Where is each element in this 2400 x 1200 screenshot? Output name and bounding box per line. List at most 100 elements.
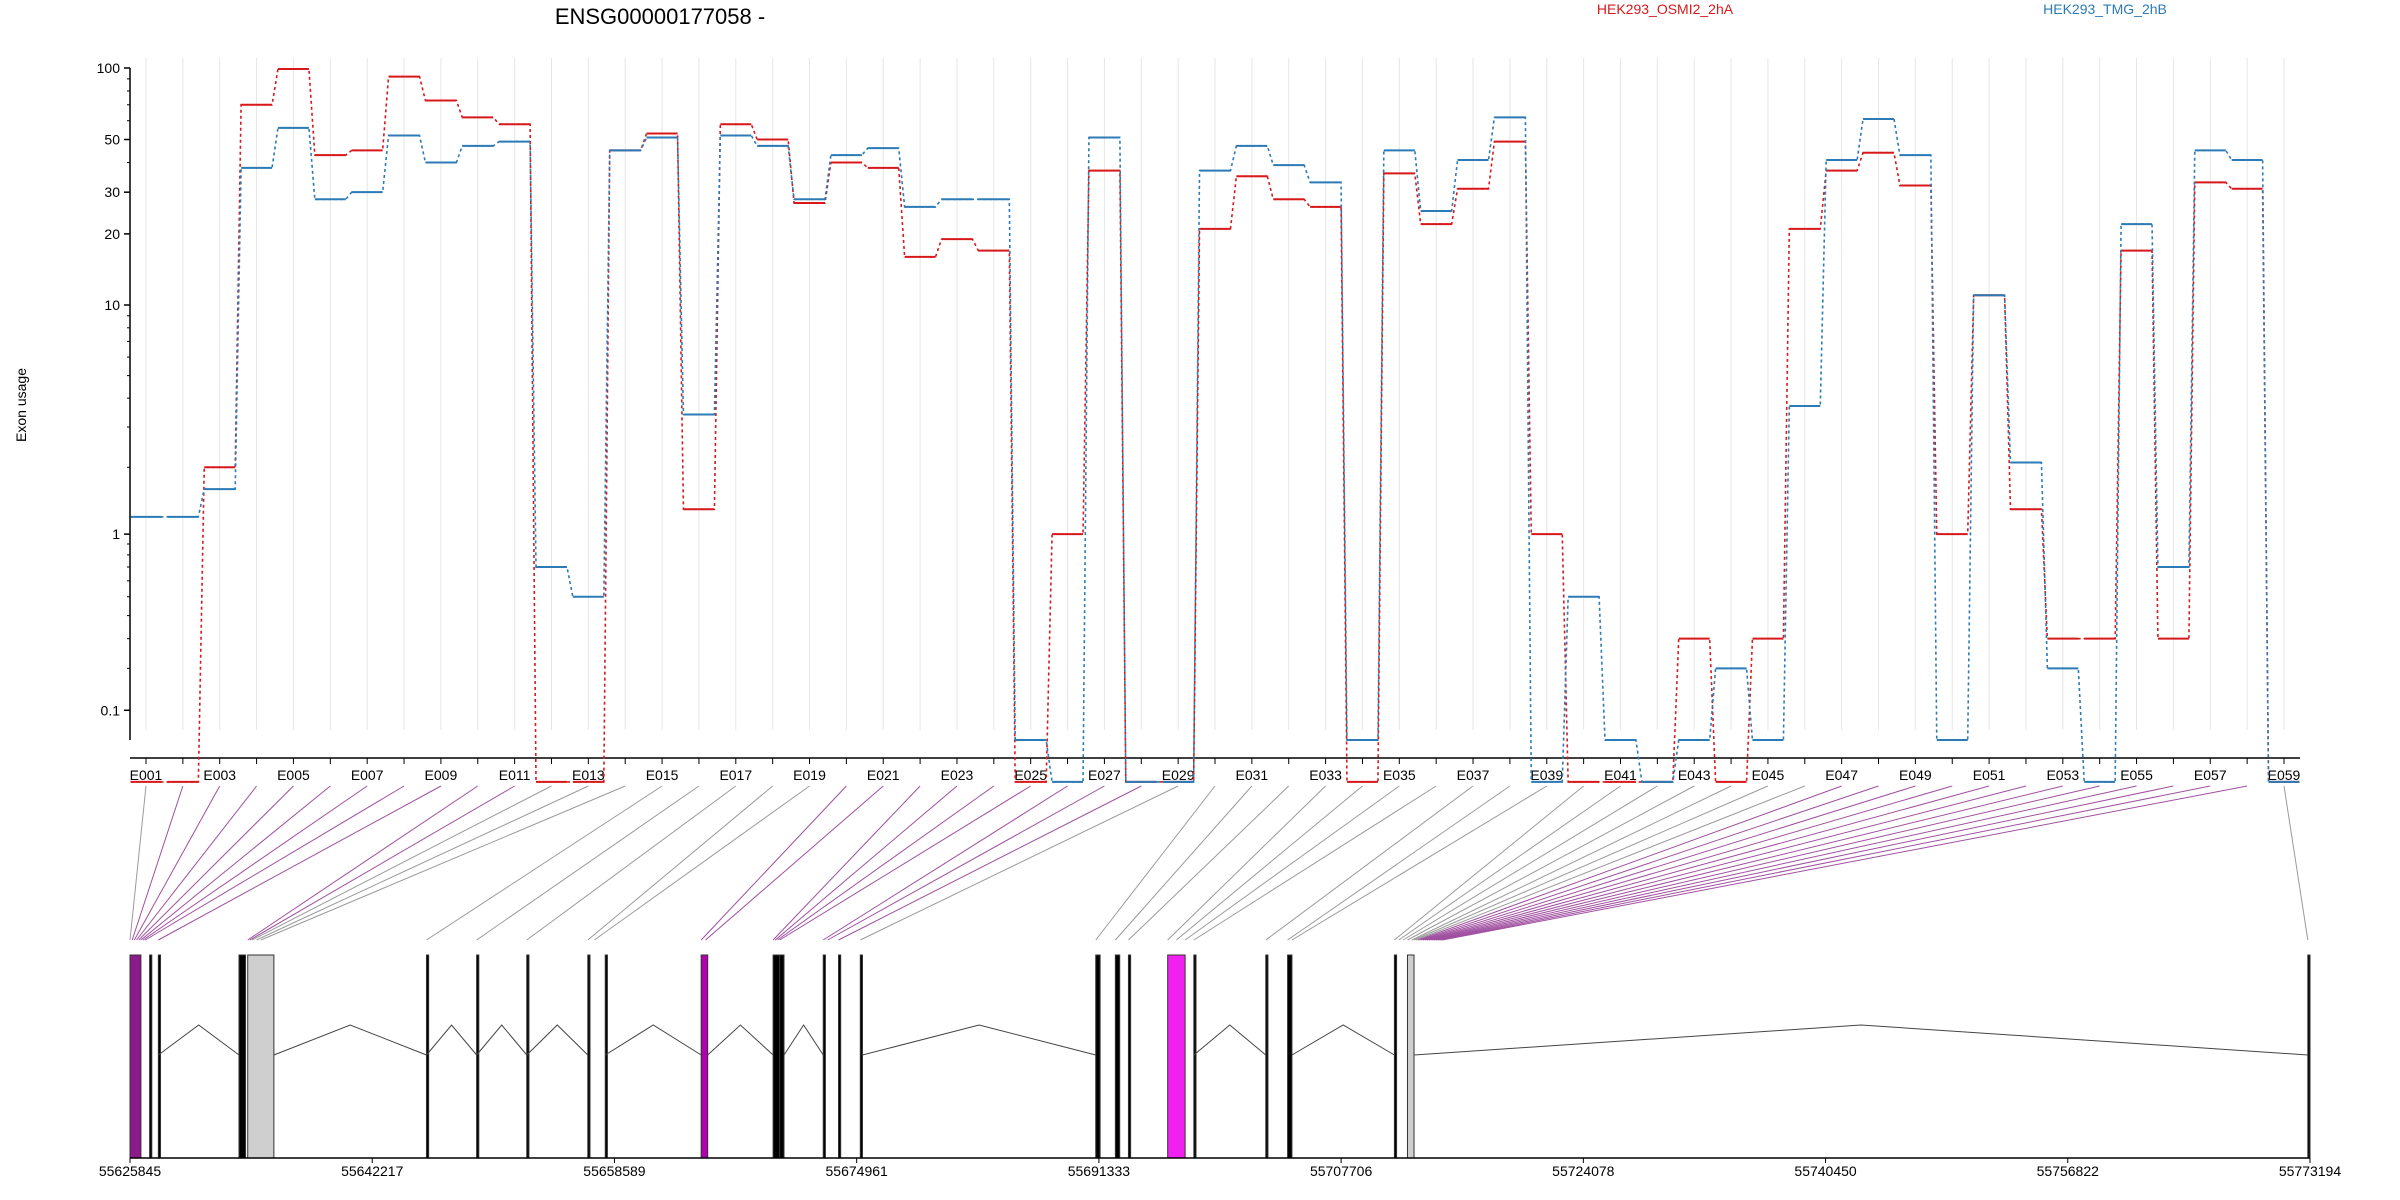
x-tick-label: E045 <box>1752 767 1785 783</box>
connector-line <box>772 785 921 941</box>
connector-line <box>145 785 405 941</box>
exon-block <box>772 954 781 1159</box>
connector-line <box>1440 785 2211 941</box>
x-tick-label: E033 <box>1309 767 1342 783</box>
connector-line <box>700 785 847 941</box>
y-tick-label: 0.1 <box>101 702 121 718</box>
axes: 0.1 1 10 20 30 50 100 E001 E003 E005 E007 E009 E011 E… <box>97 60 2301 783</box>
connector-line <box>1095 785 1216 941</box>
y-tick-label: 50 <box>104 132 120 148</box>
connector-line <box>1184 785 1400 941</box>
connector-line <box>827 785 1105 941</box>
connector-line <box>1429 785 2027 941</box>
intron-line <box>526 1024 589 1056</box>
exon-block <box>700 954 709 1159</box>
intron-line <box>783 1024 824 1056</box>
legend-entry-osmi2: HEK293_OSMI2_2hA <box>1597 1 1734 17</box>
connector-line <box>1420 785 1879 941</box>
connector-line <box>1416 785 1805 941</box>
connector-line <box>260 785 626 941</box>
x-tick-label: E025 <box>1014 767 1047 783</box>
connector-line <box>705 785 884 941</box>
x-tick-label: E057 <box>2194 767 2227 783</box>
genomic-tick-label: 55674961 <box>826 1163 889 1179</box>
genomic-axis: 55625845 55642217 55658589 55674961 55691333… <box>99 1157 2341 1179</box>
exon-connector-lines <box>129 785 2309 941</box>
connector-line <box>140 785 331 941</box>
x-tick-label: E001 <box>130 767 163 783</box>
genomic-tick-label: 55625845 <box>99 1163 162 1179</box>
x-tick-label: E005 <box>277 767 310 783</box>
connector-line <box>1291 785 1548 941</box>
y-tick-label: 30 <box>104 184 120 200</box>
x-tick-label: E053 <box>2046 767 2079 783</box>
x-tick-label: E037 <box>1457 767 1490 783</box>
exon-block <box>822 954 826 1159</box>
x-tick-label: E007 <box>351 767 384 783</box>
exon-block <box>1265 954 1269 1159</box>
gridlines <box>145 58 2285 730</box>
x-tick-label: E011 <box>499 767 531 783</box>
intron-line <box>426 1024 478 1056</box>
x-tick-label: E015 <box>646 767 679 783</box>
x-tick-label: E055 <box>2120 767 2153 783</box>
genomic-tick-label: 55707706 <box>1310 1163 1373 1179</box>
intron-line <box>604 1024 702 1056</box>
exon-block <box>1406 954 1415 1159</box>
connector-line <box>1402 785 1658 941</box>
connector-line <box>777 785 995 941</box>
series-2 <box>130 116 2300 783</box>
exon-block <box>859 954 863 1159</box>
connector-line <box>1424 785 1953 941</box>
x-tick-label: E021 <box>867 767 900 783</box>
connector-line <box>1422 785 1916 941</box>
connector-line <box>256 785 589 941</box>
connector-line <box>1167 785 1326 941</box>
y-tick-label: 100 <box>97 60 121 76</box>
exon-block <box>526 954 530 1159</box>
exon-block <box>247 954 275 1159</box>
chart-title: ENSG00000177058 - <box>555 4 765 29</box>
exon-block <box>1393 954 1398 1159</box>
connector-line <box>1287 785 1511 941</box>
connector-line <box>249 785 515 941</box>
connector-line <box>1413 785 1769 941</box>
x-tick-label: E039 <box>1530 767 1563 783</box>
connector-line <box>251 785 552 941</box>
connector-line <box>860 785 1179 941</box>
exon-block <box>157 954 162 1159</box>
connector-line <box>1176 785 1363 941</box>
connector-line <box>2283 785 2309 941</box>
intron-line <box>862 1024 1096 1056</box>
x-tick-label: E009 <box>425 767 458 783</box>
connector-line <box>1433 785 2100 941</box>
x-tick-label: E019 <box>793 767 826 783</box>
genomic-tick-label: 55691333 <box>1068 1163 1131 1179</box>
connector-line <box>779 785 1031 941</box>
connector-line <box>1435 785 2137 941</box>
intron-line <box>476 1024 528 1056</box>
connector-line <box>1426 785 1990 941</box>
connector-line <box>136 785 257 941</box>
exon-block <box>604 954 608 1159</box>
connector-line <box>131 785 184 941</box>
connector-line <box>1128 785 1290 941</box>
x-tick-label: E043 <box>1678 767 1711 783</box>
x-tick-label: E031 <box>1236 767 1269 783</box>
exon-block <box>238 954 247 1159</box>
exon-block <box>779 954 785 1159</box>
x-tick-label: E013 <box>572 767 605 783</box>
x-tick-label: E051 <box>1973 767 2006 783</box>
connector-line <box>594 785 810 941</box>
genomic-tick-label: 55740450 <box>1794 1163 1857 1179</box>
legend-entry-tmg: HEK293_TMG_2hB <box>2043 1 2167 17</box>
genomic-tick-label: 55642217 <box>341 1163 404 1179</box>
connector-line <box>1265 785 1474 941</box>
intron-line <box>158 1024 240 1056</box>
connector-line <box>774 785 958 941</box>
exon-block <box>1287 954 1293 1159</box>
y-axis-label: Exon usage <box>13 368 29 442</box>
intron-line <box>1193 1024 1267 1056</box>
connector-line <box>1418 785 1842 941</box>
